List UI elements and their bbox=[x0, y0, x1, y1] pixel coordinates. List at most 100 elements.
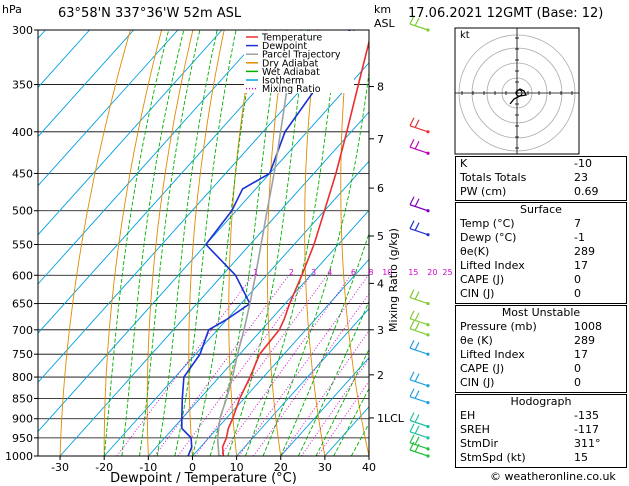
isotherm bbox=[38, 30, 267, 285]
wet-adiabat bbox=[139, 30, 201, 456]
barb-dot bbox=[426, 209, 430, 213]
wet-adiabat bbox=[244, 30, 340, 456]
barb-dot bbox=[426, 28, 430, 32]
wind-barb bbox=[409, 117, 430, 134]
wet-adiabat bbox=[121, 30, 185, 456]
indices-panel: K -10 Totals Totals 23 PW (cm) 0.69 bbox=[455, 156, 627, 201]
barb-flag bbox=[409, 441, 415, 451]
barb-dot bbox=[426, 301, 430, 306]
temperature-tick-label: 0 bbox=[189, 461, 196, 474]
dry-adiabat bbox=[103, 30, 163, 456]
mixing-ratio-label: 10 bbox=[382, 268, 392, 277]
barb-shaft bbox=[409, 125, 429, 133]
index-row: K -10 bbox=[460, 157, 592, 170]
mixing-ratio-label: 25 bbox=[442, 268, 452, 277]
barb-flag bbox=[409, 339, 415, 349]
hpa-unit: hPa bbox=[2, 3, 22, 16]
pressure-tick-label: 700 bbox=[12, 324, 33, 337]
barb-flag bbox=[414, 373, 420, 383]
barb-dot bbox=[426, 384, 430, 388]
pressure-tick-label: 750 bbox=[12, 348, 33, 361]
mixing-ratio-line bbox=[194, 275, 328, 456]
barb-shaft bbox=[409, 396, 429, 404]
series-dewpoint bbox=[180, 30, 351, 456]
barb-flag bbox=[409, 412, 415, 421]
km-tick-label: 3 bbox=[377, 324, 384, 337]
legend-label: Dewpoint bbox=[262, 41, 307, 52]
km-tick-label: 8 bbox=[377, 81, 384, 94]
mixing-ratio-line bbox=[301, 357, 369, 456]
temperature-tick-label: 20 bbox=[274, 461, 288, 474]
barb-flag bbox=[414, 425, 420, 435]
wet-adiabat bbox=[297, 300, 369, 456]
surface-panel: Surface Temp (°C) 7 Dewp (°C) -1 θe(K) 289 … bbox=[455, 202, 627, 304]
wind-barb bbox=[409, 196, 430, 213]
wind-barb bbox=[409, 339, 430, 356]
wind-barb bbox=[409, 289, 430, 306]
pressure-tick-label: 1000 bbox=[5, 450, 33, 463]
wet-adiabat bbox=[227, 30, 308, 456]
pressure-tick-label: 850 bbox=[12, 392, 33, 405]
barb-dot bbox=[426, 454, 430, 458]
mixing-ratio-label: 20 bbox=[427, 268, 437, 277]
legend-label: Parcel Trajectory bbox=[262, 50, 341, 61]
barb-shaft bbox=[409, 146, 429, 154]
barb-flag bbox=[409, 320, 415, 330]
legend-label: Dry Adiabat bbox=[262, 58, 319, 69]
wind-barbs bbox=[409, 15, 430, 458]
barb-shaft bbox=[409, 379, 429, 387]
km-tick-label: 5 bbox=[377, 230, 384, 243]
barb-shaft bbox=[409, 297, 429, 305]
isotherm bbox=[38, 30, 135, 138]
hodograph-title: Hodograph bbox=[510, 395, 572, 408]
legend-label: Mixing Ratio bbox=[262, 84, 321, 95]
isotherm bbox=[280, 357, 369, 456]
km-tick-label: 6 bbox=[377, 182, 384, 195]
isotherm bbox=[59, 111, 369, 456]
dry-adiabat bbox=[59, 30, 131, 456]
surface-row: CIN (J) 0 bbox=[460, 287, 581, 300]
barb-dot bbox=[426, 323, 430, 327]
mixing-ratio-label: 3 bbox=[311, 268, 316, 277]
barb-dot bbox=[426, 401, 430, 405]
wind-barb bbox=[409, 388, 430, 405]
pressure-tick-label: 650 bbox=[12, 298, 33, 311]
axes: 1 2 3 4 6 8 10 15 20 2530035040045050055060065070… bbox=[5, 24, 453, 486]
surface-row: Temp (°C) 7 bbox=[460, 217, 581, 230]
km-tick-label: 2 bbox=[377, 369, 384, 382]
pressure-tick-label: 900 bbox=[12, 413, 33, 426]
wet-adiabat bbox=[333, 387, 369, 456]
km-tick-label: 7 bbox=[377, 133, 384, 146]
dry-adiabat bbox=[304, 30, 326, 456]
dry-adiabat bbox=[410, 30, 458, 456]
legend-box bbox=[244, 31, 354, 93]
pressure-tick-label: 800 bbox=[12, 371, 33, 384]
barb-flag bbox=[414, 443, 420, 453]
wet-adiabat bbox=[156, 30, 218, 456]
barb-shaft bbox=[409, 23, 429, 31]
wind-barb bbox=[409, 15, 430, 32]
hodo-row: StmDir 311° bbox=[460, 437, 601, 450]
km-tick-label: 4 bbox=[377, 277, 384, 290]
barb-flag bbox=[414, 322, 420, 332]
dry-adiabat bbox=[146, 30, 194, 456]
most-unstable-panel: Most Unstable Pressure (mb) 1008 θe (K) 28… bbox=[455, 305, 627, 393]
hodograph-trace bbox=[509, 88, 527, 105]
mu-row: Pressure (mb) 1008 bbox=[460, 320, 602, 333]
barb-flag bbox=[414, 390, 420, 399]
isotherm bbox=[103, 160, 369, 456]
wind-barb bbox=[409, 310, 430, 327]
wet-adiabat bbox=[192, 30, 258, 456]
pressure-tick-label: 350 bbox=[12, 79, 33, 92]
pressure-tick-label: 600 bbox=[12, 269, 33, 282]
km-unit: km bbox=[374, 3, 392, 16]
pressure-tick-label: 500 bbox=[12, 205, 33, 218]
mixing-ratio-line bbox=[219, 275, 352, 456]
barb-flag bbox=[414, 291, 420, 300]
most-unstable-title: Most Unstable bbox=[501, 306, 581, 319]
mu-row: CIN (J) 0 bbox=[460, 376, 581, 389]
barb-dot bbox=[426, 233, 430, 237]
series-parcel-trajectory bbox=[216, 30, 303, 456]
barb-shaft bbox=[409, 228, 429, 236]
